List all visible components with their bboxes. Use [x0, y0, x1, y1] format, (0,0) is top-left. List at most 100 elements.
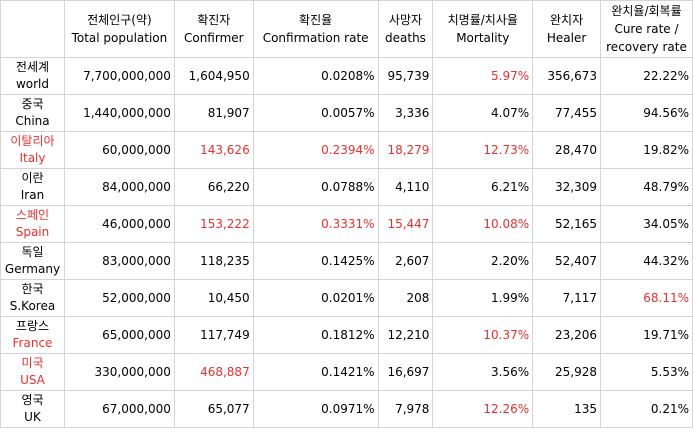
- header-confirmation-rate: 확진율 Confirmation rate: [252, 0, 379, 58]
- population-cell: 1,440,000,000: [63, 94, 175, 132]
- cure-rate-cell: 0.21%: [599, 390, 693, 428]
- population-cell: 60,000,000: [63, 131, 175, 169]
- mortality-cell: 1.99%: [432, 279, 534, 317]
- table-row: 독일 Germany 83,000,000 118,235 0.1425% 2,6…: [0, 242, 693, 280]
- confirmed-cell: 81,907: [173, 94, 254, 132]
- mortality-cell: 3.56%: [432, 353, 534, 391]
- table-row: 중국 China 1,440,000,000 81,907 0.0057% 3,3…: [0, 94, 693, 132]
- mortality-cell: 12.73%: [432, 131, 534, 169]
- deaths-cell: 95,739: [377, 57, 434, 95]
- mortality-cell: 10.37%: [432, 316, 534, 354]
- table-row: 프랑스 France 65,000,000 117,749 0.1812% 12,…: [0, 316, 693, 354]
- cure-rate-cell: 19.82%: [599, 131, 693, 169]
- country-cell: 미국 USA: [0, 353, 65, 391]
- mortality-cell: 4.07%: [432, 94, 534, 132]
- confirmation-rate-cell: 0.1812%: [252, 316, 379, 354]
- country-cell: 스페인 Spain: [0, 205, 65, 243]
- healed-cell: 23,206: [532, 316, 601, 354]
- confirmed-cell: 66,220: [173, 168, 254, 206]
- header-mortality: 치명률/치사율 Mortality: [432, 0, 534, 58]
- mortality-cell: 5.97%: [432, 57, 534, 95]
- confirmed-cell: 65,077: [173, 390, 254, 428]
- cure-rate-cell: 19.71%: [599, 316, 693, 354]
- cure-rate-cell: 48.79%: [599, 168, 693, 206]
- header-deaths: 사망자 deaths: [377, 0, 434, 58]
- cure-rate-cell: 44.32%: [599, 242, 693, 280]
- population-cell: 84,000,000: [63, 168, 175, 206]
- deaths-cell: 4,110: [377, 168, 434, 206]
- healed-cell: 135: [532, 390, 601, 428]
- confirmed-cell: 10,450: [173, 279, 254, 317]
- deaths-cell: 12,210: [377, 316, 434, 354]
- country-cell: 이란 Iran: [0, 168, 65, 206]
- deaths-cell: 2,607: [377, 242, 434, 280]
- header-row: 전체인구(약) Total population 확진자 Confirmer 확…: [0, 0, 693, 58]
- population-cell: 52,000,000: [63, 279, 175, 317]
- confirmed-cell: 143,626: [173, 131, 254, 169]
- confirmation-rate-cell: 0.0208%: [252, 57, 379, 95]
- deaths-cell: 18,279: [377, 131, 434, 169]
- cure-rate-cell: 94.56%: [599, 94, 693, 132]
- cure-rate-cell: 68.11%: [599, 279, 693, 317]
- mortality-cell: 2.20%: [432, 242, 534, 280]
- mortality-cell: 10.08%: [432, 205, 534, 243]
- confirmation-rate-cell: 0.1421%: [252, 353, 379, 391]
- header-confirmed: 확진자 Confirmer: [173, 0, 254, 58]
- table-row: 스페인 Spain 46,000,000 153,222 0.3331% 15,4…: [0, 205, 693, 243]
- country-cell: 이탈리아 Italy: [0, 131, 65, 169]
- healed-cell: 25,928: [532, 353, 601, 391]
- population-cell: 46,000,000: [63, 205, 175, 243]
- confirmed-cell: 118,235: [173, 242, 254, 280]
- header-population: 전체인구(약) Total population: [63, 0, 175, 58]
- header-corner: [0, 0, 65, 58]
- healed-cell: 77,455: [532, 94, 601, 132]
- confirmation-rate-cell: 0.0971%: [252, 390, 379, 428]
- cure-rate-cell: 22.22%: [599, 57, 693, 95]
- healed-cell: 32,309: [532, 168, 601, 206]
- country-cell: 중국 China: [0, 94, 65, 132]
- healed-cell: 52,165: [532, 205, 601, 243]
- header-cure-rate: 완치율/회복률 Cure rate / recovery rate: [599, 0, 693, 58]
- table-row: 미국 USA 330,000,000 468,887 0.1421% 16,697…: [0, 353, 693, 391]
- deaths-cell: 3,336: [377, 94, 434, 132]
- population-cell: 7,700,000,000: [63, 57, 175, 95]
- deaths-cell: 15,447: [377, 205, 434, 243]
- mortality-cell: 12.26%: [432, 390, 534, 428]
- confirmation-rate-cell: 0.0201%: [252, 279, 379, 317]
- confirmation-rate-cell: 0.0788%: [252, 168, 379, 206]
- country-cell: 독일 Germany: [0, 242, 65, 280]
- country-cell: 프랑스 France: [0, 316, 65, 354]
- table-row: 이탈리아 Italy 60,000,000 143,626 0.2394% 18,…: [0, 131, 693, 169]
- country-cell: 전세계 world: [0, 57, 65, 95]
- healed-cell: 52,407: [532, 242, 601, 280]
- healed-cell: 28,470: [532, 131, 601, 169]
- confirmation-rate-cell: 0.1425%: [252, 242, 379, 280]
- cure-rate-cell: 5.53%: [599, 353, 693, 391]
- country-cell: 한국 S.Korea: [0, 279, 65, 317]
- header-healed: 완치자 Healer: [532, 0, 601, 58]
- confirmation-rate-cell: 0.0057%: [252, 94, 379, 132]
- population-cell: 330,000,000: [63, 353, 175, 391]
- healed-cell: 7,117: [532, 279, 601, 317]
- country-cell: 영국 UK: [0, 390, 65, 428]
- table-row: 이란 Iran 84,000,000 66,220 0.0788% 4,110 6…: [0, 168, 693, 206]
- deaths-cell: 16,697: [377, 353, 434, 391]
- population-cell: 83,000,000: [63, 242, 175, 280]
- mortality-cell: 6.21%: [432, 168, 534, 206]
- confirmed-cell: 153,222: [173, 205, 254, 243]
- deaths-cell: 208: [377, 279, 434, 317]
- table-row: 영국 UK 67,000,000 65,077 0.0971% 7,978 12.…: [0, 390, 693, 428]
- confirmed-cell: 468,887: [173, 353, 254, 391]
- healed-cell: 356,673: [532, 57, 601, 95]
- cure-rate-cell: 34.05%: [599, 205, 693, 243]
- confirmation-rate-cell: 0.3331%: [252, 205, 379, 243]
- table-row: 한국 S.Korea 52,000,000 10,450 0.0201% 208 …: [0, 279, 693, 317]
- table-row: 전세계 world 7,700,000,000 1,604,950 0.0208%…: [0, 57, 693, 95]
- confirmed-cell: 117,749: [173, 316, 254, 354]
- confirmed-cell: 1,604,950: [173, 57, 254, 95]
- deaths-cell: 7,978: [377, 390, 434, 428]
- population-cell: 65,000,000: [63, 316, 175, 354]
- population-cell: 67,000,000: [63, 390, 175, 428]
- confirmation-rate-cell: 0.2394%: [252, 131, 379, 169]
